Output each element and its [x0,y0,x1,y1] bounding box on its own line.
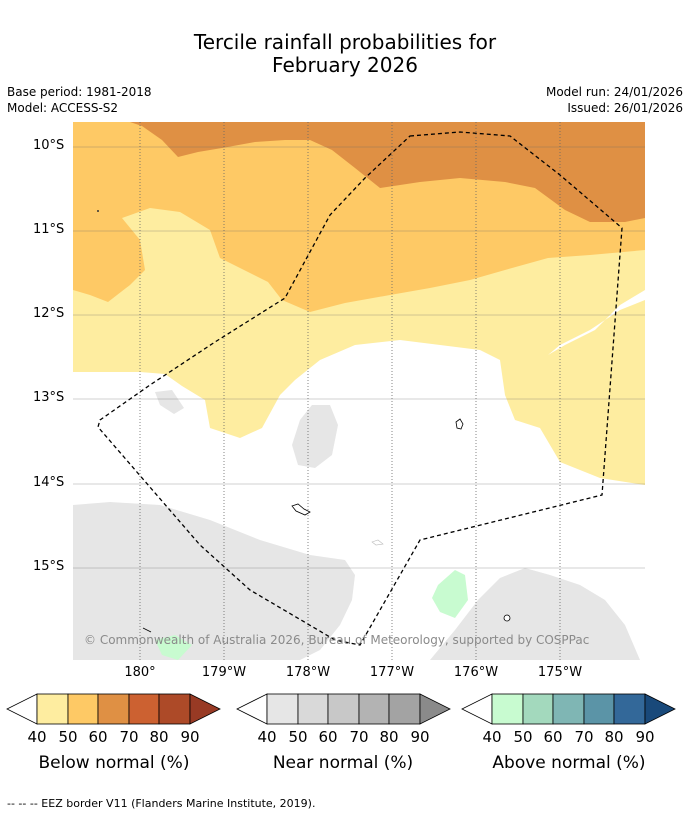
colorbar-near-normal [236,693,451,725]
base-period: Base period: 1981-2018 [7,85,152,99]
near-swatch-3 [358,693,390,725]
below-swatch-2 [97,693,130,725]
lon-label-176w: 176°W [453,665,499,680]
below-swatch-1 [67,693,99,725]
below-swatch-4 [158,693,191,725]
lat-label-13s: 13°S [33,390,65,405]
meta-right: Model run: 24/01/2026 Issued: 26/01/2026 [546,84,683,116]
island-3 [503,614,511,622]
below-tick-0: 40 [27,728,47,746]
near-tick-1: 50 [288,728,308,746]
near-tick-3: 70 [349,728,369,746]
rainfall-map [73,122,645,660]
meta-left: Base period: 1981-2018 Model: ACCESS-S2 [7,84,152,116]
above-arrow-right [644,693,676,725]
lat-label-12s: 12°S [33,306,65,321]
below-tick-4: 80 [149,728,169,746]
title-line-1: Tercile rainfall probabilities for [193,30,497,54]
lon-label-179w: 179°W [201,665,247,680]
above-swatch-4 [613,693,646,725]
near-normal-region-small [155,390,184,414]
near-swatch-4 [388,693,421,725]
above-swatch-2 [552,693,585,725]
above-normal-label: Above normal (%) [492,753,646,773]
above-swatch-3 [583,693,615,725]
colorbar-below-normal [6,693,221,725]
near-swatch-2 [327,693,360,725]
below-normal-40-cutout [548,290,645,355]
above-tick-2: 60 [543,728,563,746]
below-swatch-3 [128,693,160,725]
near-tick-5: 90 [410,728,430,746]
lat-label-10s: 10°S [33,138,65,153]
lat-label-11s: 11°S [33,222,65,237]
below-tick-1: 50 [58,728,78,746]
title-line-2: February 2026 [272,53,418,77]
near-normal-region-central [292,405,338,468]
above-tick-3: 70 [574,728,594,746]
above-tick-4: 80 [604,728,624,746]
near-arrow-right [419,693,451,725]
issued-date: Issued: 26/01/2026 [567,101,683,115]
eez-legend-note: -- -- -- EEZ border V11 (Flanders Marine… [7,797,316,810]
near-normal-label: Near normal (%) [272,753,414,773]
lon-label-180: 180° [124,665,156,680]
near-normal-region-south [73,502,355,660]
near-swatch-0 [266,693,299,725]
island-4 [371,539,384,546]
above-tick-5: 90 [635,728,655,746]
near-tick-2: 60 [318,728,338,746]
below-arrow-left [6,693,38,725]
above-arrow-left [461,693,493,725]
lon-label-178w: 178°W [285,665,331,680]
above-tick-0: 40 [482,728,502,746]
below-arrow-right [189,693,221,725]
island-1 [455,418,464,430]
below-normal-label: Below normal (%) [38,753,190,773]
lat-label-15s: 15°S [33,559,65,574]
island-6 [97,210,99,212]
below-tick-3: 70 [119,728,139,746]
island-2 [291,503,311,516]
near-normal-region-southeast [430,568,640,660]
above-swatch-1 [522,693,554,725]
above-tick-1: 50 [513,728,533,746]
model-run: Model run: 24/01/2026 [545,85,683,99]
lat-label-14s: 14°S [33,475,65,490]
above-normal-region-1 [432,570,468,618]
above-normal-region-2 [155,635,192,660]
near-arrow-left [236,693,268,725]
below-tick-2: 60 [88,728,108,746]
island-5 [142,627,152,633]
colorbar-above-normal [461,693,676,725]
lon-label-177w: 177°W [369,665,415,680]
eez-border [97,131,623,646]
lon-label-175w: 175°W [537,665,583,680]
near-tick-0: 40 [257,728,277,746]
below-tick-5: 90 [180,728,200,746]
latitude-gridlines [73,146,645,569]
above-swatch-0 [491,693,524,725]
near-tick-4: 80 [379,728,399,746]
near-swatch-1 [297,693,329,725]
model-name: Model: ACCESS-S2 [7,101,119,115]
below-swatch-0 [36,693,69,725]
map-title: Tercile rainfall probabilities for Febru… [0,31,690,77]
copyright-notice: © Commonwealth of Australia 2026, Bureau… [84,633,590,647]
